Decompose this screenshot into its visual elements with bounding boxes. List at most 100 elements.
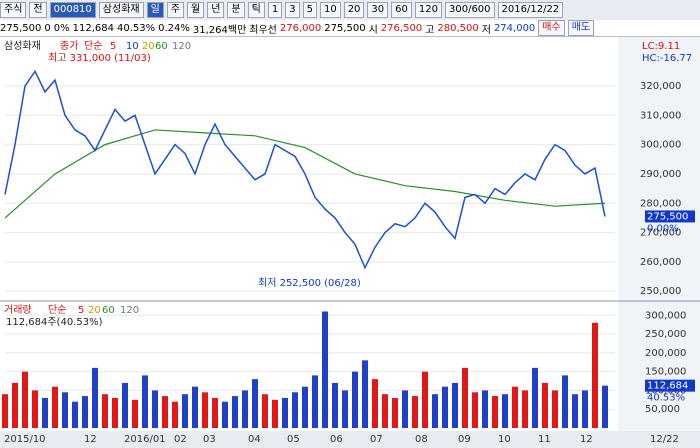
- ma120-line: [4, 129, 606, 219]
- volume-bar: [392, 397, 398, 428]
- interval-button[interactable]: 30: [367, 2, 389, 18]
- x-tick-label: 03: [203, 434, 216, 445]
- volume-bar: [92, 367, 98, 428]
- info-item: 31,264백만: [192, 24, 247, 36]
- info-item: 275,500: [0, 22, 42, 34]
- y-tick-label: 300,000: [640, 140, 681, 151]
- period-button[interactable]: 주: [166, 2, 185, 18]
- volume-bar: [162, 396, 168, 428]
- volume-bar: [452, 382, 458, 428]
- x-tick-label: 09: [458, 434, 471, 445]
- legend-item: 단순: [84, 40, 102, 52]
- info-item: 276,500: [380, 22, 423, 34]
- legend-item: 종가: [60, 40, 78, 52]
- toolbar: 주식 전 000810 삼성화재 일 주 월 년 분 틱 1 3 5 10 20 30 60 120 300/600…: [0, 0, 700, 21]
- scope-select[interactable]: 전: [29, 2, 47, 18]
- period-button[interactable]: 일: [146, 2, 164, 18]
- market-select[interactable]: 주식: [0, 2, 27, 18]
- volume-bar: [352, 371, 358, 428]
- volume-bar: [472, 392, 478, 428]
- panel-title: 거래량: [4, 304, 32, 316]
- period-button[interactable]: 틱: [247, 2, 265, 18]
- x-tick-label: 12: [84, 434, 97, 445]
- y-tick-label: 320,000: [640, 81, 681, 92]
- volume-bar: [252, 379, 258, 428]
- volume-bar: [332, 382, 338, 428]
- volume-bar: [512, 386, 518, 428]
- volume-bar: [132, 399, 138, 428]
- x-tick-label: 12: [580, 434, 593, 445]
- volume-bar: [542, 382, 548, 428]
- legend-item: 5: [110, 41, 116, 52]
- info-item: 276,000: [279, 22, 322, 34]
- y-tick-label: 200,000: [645, 348, 686, 359]
- volume-bar: [172, 401, 178, 428]
- axis-bg: [618, 37, 700, 431]
- interval-button[interactable]: 120: [414, 2, 442, 18]
- volume-bar: [432, 394, 438, 428]
- interval-button[interactable]: 5: [302, 2, 317, 18]
- info-item: 저: [481, 24, 491, 36]
- info-item: 시: [368, 24, 378, 36]
- interval-button[interactable]: 60: [391, 2, 412, 18]
- legend-item: 단순: [48, 304, 66, 316]
- y-tick-label: 310,000: [640, 110, 681, 121]
- date-input[interactable]: 2016/12/22: [497, 2, 564, 18]
- volume-bar: [502, 394, 508, 428]
- volume-bar: [262, 394, 268, 428]
- legend-item: 60: [155, 41, 168, 52]
- info-item: 280,500: [437, 22, 479, 34]
- interval-button[interactable]: 20: [343, 2, 365, 18]
- last-volume-box: [645, 379, 695, 392]
- info-item: 275,500: [324, 22, 366, 34]
- stock-name[interactable]: 삼성화재: [98, 2, 144, 18]
- x-tick-label: 2015/10: [4, 434, 46, 445]
- x-tick-label: 06: [330, 434, 343, 445]
- x-tick-label: 2016/01: [124, 434, 166, 445]
- volume-bar: [592, 322, 598, 428]
- period-button[interactable]: 분: [227, 2, 245, 18]
- volume-bar: [362, 360, 368, 428]
- period-button[interactable]: 년: [207, 2, 225, 18]
- volume-bar: [522, 390, 528, 428]
- range-input[interactable]: 300/600: [444, 2, 495, 18]
- volume-bar: [572, 394, 578, 428]
- legend-item: 5: [78, 305, 84, 316]
- legend-item: 60: [102, 305, 115, 316]
- x-tick-label: 10: [498, 434, 511, 445]
- volume-bar: [22, 371, 28, 428]
- interval-button[interactable]: 3: [285, 2, 300, 18]
- legend-item: 20: [88, 305, 101, 316]
- volume-bar: [312, 375, 318, 428]
- code-input[interactable]: 000810: [49, 2, 96, 18]
- volume-bar: [272, 399, 278, 428]
- last-price: 275,500: [647, 211, 688, 222]
- volume-bar: [122, 382, 128, 428]
- sell-button[interactable]: 매도: [567, 20, 595, 36]
- interval-button[interactable]: 10: [319, 2, 341, 18]
- volume-bar: [372, 379, 378, 428]
- volume-bar: [152, 390, 158, 428]
- y-tick-label: 250,000: [645, 329, 686, 340]
- interval-button[interactable]: 1: [267, 2, 283, 18]
- info-item: 0.24%: [158, 22, 190, 34]
- volume-bar: [12, 382, 18, 428]
- volume-bar: [602, 385, 608, 428]
- legend-item: 120: [120, 305, 139, 316]
- high-note: 최고 331,000 (11/03): [48, 52, 151, 64]
- legend-item: 10: [126, 41, 139, 52]
- volume-bar: [112, 397, 118, 428]
- volume-bar: [382, 394, 388, 428]
- volume-bar: [82, 396, 88, 428]
- volume-bar: [102, 394, 108, 428]
- info-item: 0%: [53, 22, 70, 34]
- panel-title: 삼성화재: [4, 40, 41, 52]
- change-label: 0.00%: [647, 223, 679, 234]
- volume-bar: [322, 311, 328, 428]
- period-button[interactable]: 월: [187, 2, 205, 18]
- volume-bar: [182, 394, 188, 428]
- buy-button[interactable]: 매수: [538, 20, 565, 36]
- lc-label: LC:9.11: [642, 41, 680, 52]
- info-item: 0: [44, 22, 51, 34]
